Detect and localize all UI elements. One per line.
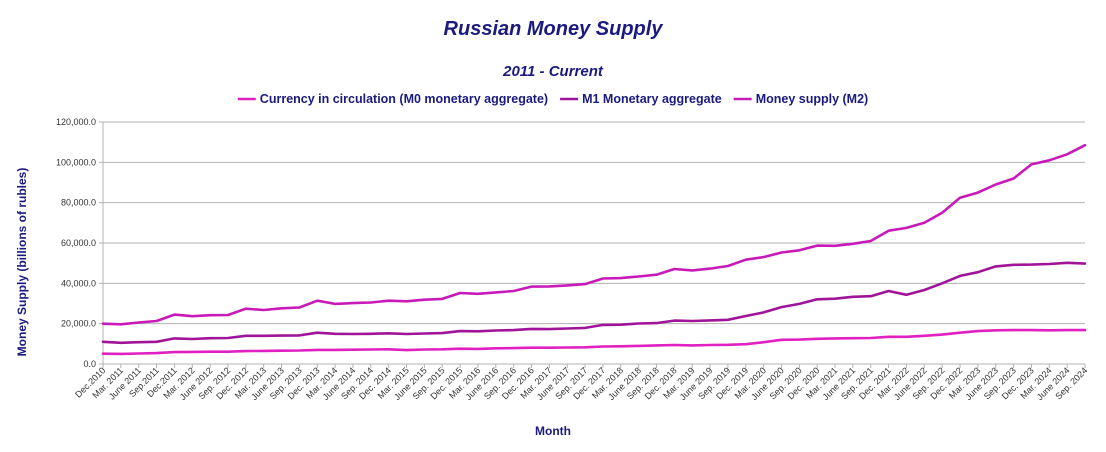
y-tick-label: 80,000.0 <box>61 198 96 208</box>
legend-label-1: Currency in circulation (M0 monetary agg… <box>260 92 548 106</box>
y-tick-label: 60,000.0 <box>61 238 96 248</box>
legend-label-2: M1 Monetary aggregate <box>582 92 722 106</box>
chart-title: Russian Money Supply <box>444 18 664 40</box>
y-tick-label: 100,000.0 <box>56 157 96 167</box>
y-tick-label: 20,000.0 <box>61 319 96 329</box>
y-axis-label: Money Supply (billions of rubles) <box>15 168 29 357</box>
y-tick-label: 0.0 <box>83 359 96 369</box>
series-line-1 <box>101 328 1087 356</box>
chart-subtitle: 2011 - Current <box>502 63 604 80</box>
x-axis-label: Month <box>535 424 571 438</box>
gridlines <box>99 121 1085 365</box>
series-line-3 <box>101 143 1087 326</box>
y-tick-label: 120,000.0 <box>56 117 96 127</box>
y-axis-ticks: 0.0 20,000.0 40,000.0 60,000.0 80,000.0 100,0… <box>56 117 96 369</box>
legend: Currency in circulation (M0 monetary agg… <box>237 92 869 106</box>
series-lines <box>101 143 1087 356</box>
series-line-2 <box>101 261 1087 345</box>
y-tick-label: 40,000.0 <box>61 278 96 288</box>
legend-label-3: Money supply (M2) <box>756 92 869 106</box>
